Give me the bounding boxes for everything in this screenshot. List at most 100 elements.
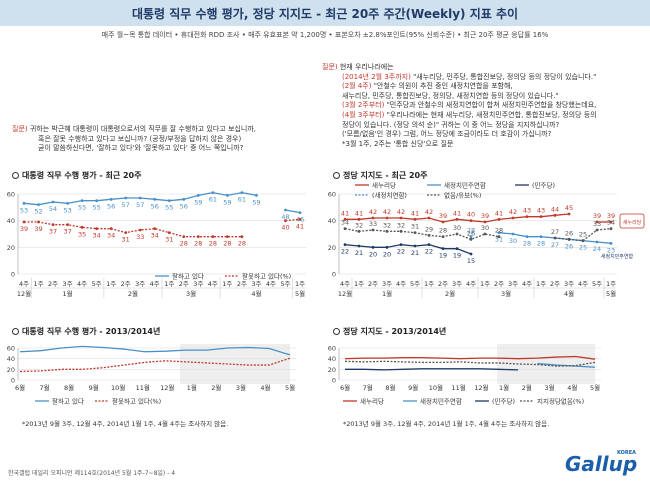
question-text: *3월 1주, 2주는 '통합 신당'으로 질문 xyxy=(342,139,454,148)
question-period: (4월 3주부터) xyxy=(342,110,385,119)
data-point xyxy=(567,212,571,216)
data-label: 28 xyxy=(223,240,231,248)
data-label: 42 xyxy=(509,208,517,216)
month-label: 3월 xyxy=(186,289,196,298)
question-text: "안철수 의원이 추진 중인 새정치연합을 포함해, xyxy=(371,82,513,91)
data-point xyxy=(284,208,287,212)
data-point xyxy=(567,237,571,241)
x-tick-label: 1주 xyxy=(480,280,490,288)
legend-label: 새누리당 xyxy=(372,181,396,190)
data-label: 61 xyxy=(238,196,246,204)
x-tick-label: 5주 xyxy=(92,280,102,288)
x-tick-label: 2주 xyxy=(48,280,58,288)
x-tick-label: 4월 xyxy=(567,383,577,392)
x-tick-label: 12월 xyxy=(474,383,488,392)
data-label: 28 xyxy=(537,240,545,248)
data-point xyxy=(371,245,375,249)
data-point xyxy=(298,217,302,221)
x-tick-label: 3주 xyxy=(452,280,462,288)
question-text: 현재 우리나라에는 xyxy=(337,63,394,71)
footer: 한국갤럽 데일리 오피니언 제114호(2014년 5월 1주-7~8일) - … xyxy=(8,470,176,477)
data-label: 43 xyxy=(523,207,531,215)
question-text: 정당이 있습니다. (정당 의석 순)" 귀하는 이 중 어느 정당을 지지하십… xyxy=(342,120,560,129)
x-tick-label: 4주 xyxy=(77,280,87,288)
x-tick-label: 2주 xyxy=(494,280,504,288)
data-label: 21 xyxy=(355,249,363,257)
x-tick-label: 1주 xyxy=(354,280,364,288)
data-label: 25 xyxy=(579,231,587,239)
month-label: 2월 xyxy=(128,289,138,298)
header-bar: 대통령 직무 수행 평가, 정당 지지도 - 최근 20주 주간(Weekly)… xyxy=(0,0,650,26)
x-tick-label: 1주 xyxy=(536,280,546,288)
x-tick-label: 1주 xyxy=(606,280,616,288)
x-tick-label: 12월 xyxy=(160,383,174,392)
data-label: 27 xyxy=(551,228,559,236)
data-point xyxy=(182,197,186,201)
x-tick-label: 4주 xyxy=(208,280,218,288)
data-label: 55 xyxy=(92,204,100,212)
data-label: 57 xyxy=(136,201,144,209)
question-line: ('모름/없음'인 경우) 그럼, 어느 정당에 조금이라도 더 호감이 가십니… xyxy=(322,130,642,140)
data-label: 39 xyxy=(593,212,601,220)
data-label: 53 xyxy=(63,206,71,214)
legend-label: 잘하고 있다 xyxy=(52,397,84,406)
data-point xyxy=(109,197,113,201)
question-line: 혹은 잘못 수행하고 있다고 보십니까? (공정/부정을 답하지 않은 경우) xyxy=(38,134,242,143)
data-point xyxy=(22,201,26,205)
data-point xyxy=(525,215,529,219)
question-tag: 질문) xyxy=(12,125,28,133)
data-point xyxy=(95,227,99,231)
x-tick-label: 4주 xyxy=(266,280,276,288)
legend-label: 잘하고 있다 xyxy=(172,272,204,281)
data-point xyxy=(357,244,361,248)
x-tick-label: 11월 xyxy=(452,383,466,392)
data-label: 42 xyxy=(369,208,377,216)
y-tick-label: 60 xyxy=(7,345,15,353)
data-label: 26 xyxy=(565,229,573,237)
data-point xyxy=(343,243,347,247)
data-label: 32 xyxy=(383,221,391,229)
data-point xyxy=(211,191,215,195)
y-tick-label: 20 xyxy=(328,366,336,374)
data-label: 40 xyxy=(281,224,289,232)
section-title-approval-recent: 대통령 직무 수행 평가 - 최근 20주 xyxy=(12,170,141,181)
data-label: 34 xyxy=(107,232,115,240)
party-recent-chart: 0 20 40 60 41 41 42 42 42 41 42 39 41 40 39 41 42 43 43 44 4… xyxy=(328,181,645,298)
data-point xyxy=(553,213,557,217)
data-label: 43 xyxy=(537,207,545,215)
data-label: 34 xyxy=(341,219,349,227)
note-right: *2013년 9월 3주, 12월 4주, 2014년 1월 1주, 4월 4주… xyxy=(343,420,550,428)
data-point xyxy=(371,228,375,232)
x-tick-label: 9월 xyxy=(408,383,418,392)
y-tick-label: 60 xyxy=(328,191,336,199)
data-label: 28 xyxy=(439,227,447,235)
question-line: (3월 2주부터) "민주당과 안철수의 새정치연합이 합쳐 새정치민주연합을 … xyxy=(322,101,642,111)
question-text: 새누리당, 민주당, 통합진보당, 정의당, 새정치연합 등의 정당이 있습니다… xyxy=(342,91,559,100)
data-point xyxy=(581,239,585,243)
x-tick-label: 1주 xyxy=(295,280,305,288)
section-title-approval-long: 대통령 직무 수행 평가 - 2013/2014년 xyxy=(12,326,160,337)
data-label: 55 xyxy=(165,204,173,212)
data-point xyxy=(427,216,431,220)
legend-label: 잘못하고 있다(%) xyxy=(112,397,161,406)
data-point xyxy=(196,193,200,197)
data-label: 34 xyxy=(151,232,159,240)
x-tick-label: 4주 xyxy=(466,280,476,288)
data-label: 59 xyxy=(223,198,231,206)
x-tick-label: 7월 xyxy=(39,383,49,392)
page-subtitle: 매주 월~목 통합 데이터 • 휴대전화 RDD 조사 • 매주 유효표본 약 … xyxy=(101,31,549,39)
month-label: 1월 xyxy=(382,289,392,298)
data-point xyxy=(441,247,445,251)
x-tick-label: 4주 xyxy=(522,280,532,288)
data-point xyxy=(413,244,417,248)
x-tick-label: 4주 xyxy=(340,280,350,288)
question-text: "민주당과 안철수의 새정치연합이 합쳐 새정치민주연합을 창당했는데요, xyxy=(384,101,597,110)
x-tick-label: 3주 xyxy=(251,280,261,288)
data-label: 57 xyxy=(122,201,130,209)
x-tick-label: 8월 xyxy=(385,383,395,392)
x-tick-label: 3주 xyxy=(63,280,73,288)
data-label: 20 xyxy=(383,250,391,258)
section-title-party-long: 정당 지지도 - 2013/2014년 xyxy=(333,326,446,337)
x-tick-label: 3주 xyxy=(193,280,203,288)
data-label: 28 xyxy=(523,240,531,248)
